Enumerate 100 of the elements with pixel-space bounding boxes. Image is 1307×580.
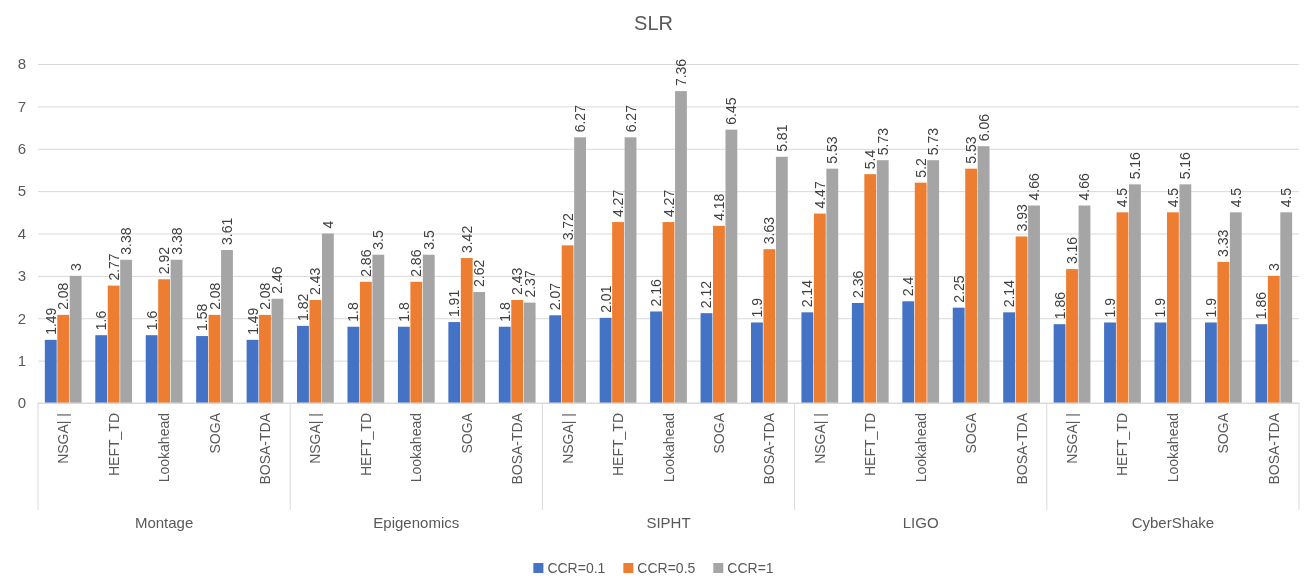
bar xyxy=(473,291,486,403)
bar xyxy=(826,168,839,403)
data-label: 2.08 xyxy=(55,282,72,310)
bar xyxy=(422,254,435,403)
bar xyxy=(1003,312,1016,403)
y-tick-label: 2 xyxy=(17,309,26,327)
x-tick-label: Lookahead xyxy=(156,413,173,483)
x-tick-label: Lookahead xyxy=(912,413,929,483)
data-label: 3.63 xyxy=(761,216,778,245)
bar xyxy=(498,326,511,403)
data-label: 4.5 xyxy=(1227,187,1244,208)
bar xyxy=(549,315,562,403)
x-tick-label: HEFT_TD xyxy=(105,413,122,476)
data-label: 2.43 xyxy=(307,267,324,296)
bar xyxy=(347,326,360,403)
data-label: 1.8 xyxy=(496,302,513,322)
bar xyxy=(1166,212,1179,403)
bar xyxy=(448,322,461,403)
bar xyxy=(460,258,473,403)
x-tick-label: Lookahead xyxy=(1164,413,1181,483)
x-tick-label: BOSA-TDA xyxy=(1265,412,1282,485)
legend-label: CCR=0.5 xyxy=(637,560,696,576)
data-label: 2.14 xyxy=(799,279,816,308)
bar xyxy=(775,156,788,403)
x-tick-label: NSGA| | xyxy=(559,413,576,464)
data-label: 3.5 xyxy=(370,230,387,250)
bar xyxy=(612,222,624,403)
data-label: 2.62 xyxy=(471,259,488,287)
bar xyxy=(751,322,763,403)
bar xyxy=(1129,184,1141,403)
x-tick-label: SOGA xyxy=(206,412,223,454)
bar xyxy=(120,259,133,403)
text: Montage xyxy=(134,514,194,531)
data-label: 2.16 xyxy=(648,279,665,307)
data-label: 4.27 xyxy=(660,189,677,218)
x-tick-label: BOSA-TDA xyxy=(256,412,273,485)
data-label: 1.9 xyxy=(1102,297,1119,318)
data-label: 3.16 xyxy=(1064,236,1081,265)
bar xyxy=(1154,322,1167,403)
data-label: 2.12 xyxy=(698,280,715,309)
data-label: 7.36 xyxy=(672,58,689,87)
bar xyxy=(410,281,423,403)
data-label: 2.36 xyxy=(849,270,866,298)
x-tick-label: NSGA| | xyxy=(307,413,324,464)
data-label: 3.72 xyxy=(559,212,576,241)
x-tick-label: HEFT_TD xyxy=(862,413,879,476)
x-tick-label: HEFT_TD xyxy=(357,413,374,476)
bar xyxy=(1255,324,1268,403)
data-label: 1.9 xyxy=(1152,297,1169,318)
bar xyxy=(158,279,171,403)
data-label: 6.27 xyxy=(622,104,639,133)
data-label: 5.81 xyxy=(773,124,790,152)
data-label: 3.33 xyxy=(1215,229,1232,257)
bar xyxy=(1267,275,1280,403)
bar xyxy=(927,160,940,403)
data-label: 2.07 xyxy=(547,282,564,311)
bar xyxy=(321,233,334,403)
x-tick-label: SOGA xyxy=(963,412,980,454)
x-tick-label: Lookahead xyxy=(660,413,677,483)
y-tick-label: 5 xyxy=(17,182,26,200)
data-label: 4.66 xyxy=(1076,173,1093,201)
bar xyxy=(876,160,889,403)
data-label: 2.4 xyxy=(900,276,917,297)
chart-title: SLR xyxy=(634,12,673,34)
bar xyxy=(1217,261,1230,403)
data-label: 4.5 xyxy=(1164,187,1181,208)
data-label: 1.8 xyxy=(395,302,412,322)
bar xyxy=(914,182,927,403)
bar xyxy=(801,312,814,403)
bar xyxy=(271,298,284,403)
bar xyxy=(864,174,877,403)
bar xyxy=(297,325,309,403)
data-label: 5.73 xyxy=(925,127,942,156)
bar xyxy=(650,311,662,403)
data-label: 4.66 xyxy=(1026,173,1043,201)
data-label: 3.61 xyxy=(218,217,235,246)
data-label: 4.47 xyxy=(811,181,828,209)
bar xyxy=(561,245,574,403)
y-tick-label: 4 xyxy=(17,224,26,242)
y-tick-label: 7 xyxy=(17,97,26,115)
bar xyxy=(95,335,108,403)
x-tick-label: BOSA-TDA xyxy=(1013,412,1030,485)
x-tick-label: NSGA| | xyxy=(811,413,828,464)
bar xyxy=(662,222,675,403)
bar xyxy=(725,129,738,403)
data-label: 1.49 xyxy=(244,307,261,335)
bar xyxy=(1204,322,1217,403)
data-label: 1.91 xyxy=(446,289,463,318)
y-tick-label: 1 xyxy=(17,351,26,369)
x-tick-label: BOSA-TDA xyxy=(761,412,778,485)
bar xyxy=(599,317,612,403)
bar xyxy=(813,213,826,403)
data-label: 4.18 xyxy=(710,193,727,221)
x-tick-label: BOSA-TDA xyxy=(509,412,526,485)
data-label: 1.9 xyxy=(1202,297,1219,318)
bar xyxy=(309,300,322,403)
data-label: 1.86 xyxy=(1253,291,1270,320)
data-label: 2.86 xyxy=(357,249,374,277)
bar xyxy=(69,275,82,403)
text: SIPHT xyxy=(646,514,691,531)
